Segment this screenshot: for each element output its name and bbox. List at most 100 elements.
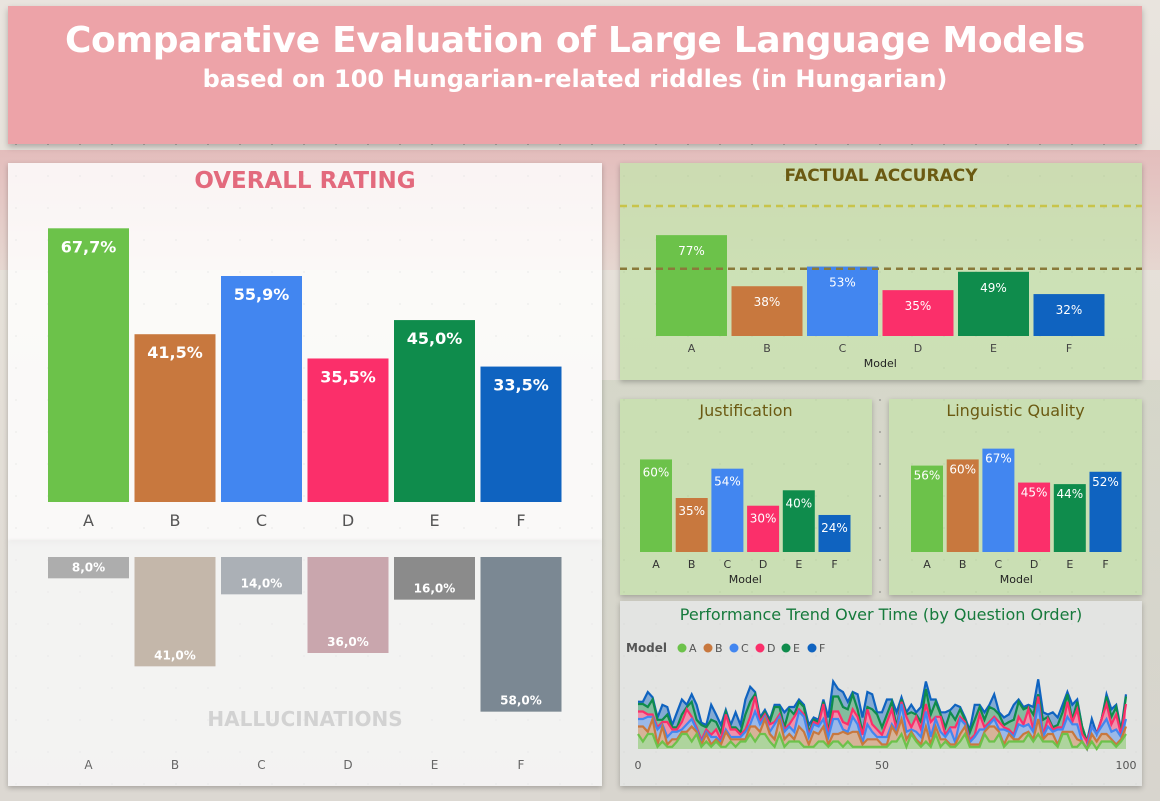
bar-F <box>818 514 851 552</box>
data-label-F: 32% <box>1056 303 1083 317</box>
legend-label-F: F <box>819 642 825 655</box>
performance-trend-panel[interactable]: Performance Trend Over Time (by Question… <box>620 601 1142 786</box>
factual-accuracy-chart: 77% A 38% B 53% C 35% D 49% E 32% F Model <box>620 204 1142 370</box>
tick-label-E: E <box>1066 558 1073 571</box>
data-label-E: 44% <box>1056 487 1083 501</box>
bar-A <box>640 459 672 552</box>
tick-label-A: A <box>688 342 696 355</box>
legend-label-A: A <box>689 642 697 655</box>
hallucination-tick-B: B <box>171 758 179 772</box>
data-label-B: 60% <box>949 462 976 476</box>
line-series-C <box>638 703 1128 752</box>
tick-label-E: E <box>990 342 997 355</box>
bar-D <box>1018 482 1051 552</box>
line-series-B <box>638 714 1128 752</box>
legend-label-B: B <box>715 642 723 655</box>
hallucination-bar-A <box>48 557 129 579</box>
tick-label-C: C <box>995 558 1003 571</box>
data-label-E: 45,0% <box>407 329 463 348</box>
bar-F <box>1033 294 1105 336</box>
hallucination-bar-C <box>221 557 302 595</box>
legend-dot-B <box>703 643 713 653</box>
tick-label-E: E <box>795 558 802 571</box>
bar-C <box>807 266 878 336</box>
linguistic-quality-panel[interactable]: Linguistic Quality 56% A 60% B 67% C 45% D 44% E 5… <box>889 399 1142 595</box>
bar-A <box>911 465 943 552</box>
data-label-C: 67% <box>985 452 1012 466</box>
bar-B <box>946 459 979 552</box>
linguistic-quality-chart: 56% A 60% B 67% C 45% D 44% E 52% F Model <box>911 448 1122 586</box>
data-label-E: 40% <box>785 496 812 510</box>
tick-label-B: B <box>959 558 967 571</box>
hallucination-label-C: 14,0% <box>241 576 283 590</box>
data-label-B: 35% <box>678 504 705 518</box>
page-subtitle: based on 100 Hungarian-related riddles (… <box>202 65 948 93</box>
justification-panel[interactable]: Justification 60% A 35% B 54% C 30% D 40% E 24% F Mo… <box>620 399 872 595</box>
factual-accuracy-panel[interactable]: FACTUAL ACCURACY 77% A 38% B 53% C 35% D 49% E 32%… <box>620 163 1142 380</box>
tick-label-D: D <box>1030 558 1038 571</box>
bar-D <box>747 505 780 552</box>
data-label-A: 56% <box>914 469 941 483</box>
area-series-D <box>638 696 1126 749</box>
bar-A <box>656 235 727 336</box>
hallucination-bar-F <box>480 557 562 712</box>
hallucinations-title: HALLUCINATIONS <box>207 707 403 731</box>
hallucination-tick-F: F <box>518 758 525 772</box>
area-series-C <box>638 704 1126 749</box>
bar-B <box>731 286 803 336</box>
bar-E <box>958 271 1029 336</box>
data-label-F: 24% <box>821 521 848 535</box>
legend-label-E: E <box>793 642 800 655</box>
tick-label-F: F <box>831 558 837 571</box>
bar-D <box>307 358 389 502</box>
legend-title: Model <box>626 641 667 655</box>
tick-label-F: F <box>516 511 525 530</box>
hallucination-bar-D <box>307 557 389 653</box>
justification-title: Justification <box>699 401 793 420</box>
legend-label-D: D <box>767 642 775 655</box>
trend-tick-0: 0 <box>635 759 642 772</box>
hallucinations-panel[interactable]: 8,0% A 41,0% B 14,0% C 36,0% D 16,0% E 58,0% F HALL… <box>8 541 602 786</box>
data-label-D: 35,5% <box>320 367 376 386</box>
data-label-D: 35% <box>905 299 932 313</box>
tick-label-A: A <box>83 511 94 530</box>
bar-B <box>675 498 708 552</box>
tick-label-C: C <box>724 558 732 571</box>
justification-chart: 60% A 35% B 54% C 30% D 40% E 24% F Model <box>640 459 851 586</box>
trend-tick-50: 50 <box>875 759 889 772</box>
hallucination-tick-D: D <box>343 758 352 772</box>
tick-label-C: C <box>256 511 267 530</box>
x-axis-label: Model <box>729 573 762 586</box>
bar-E <box>1053 484 1086 552</box>
overall-rating-panel[interactable]: OVERALL RATING 67,7% A 41,5% B 55,9% C 35,5% D 4… <box>8 163 602 541</box>
line-series-F <box>637 678 1128 746</box>
hallucination-tick-C: C <box>257 758 265 772</box>
data-label-A: 60% <box>643 465 670 479</box>
bar-C <box>221 276 302 502</box>
data-label-A: 67,7% <box>61 237 117 256</box>
hallucination-tick-A: A <box>84 758 93 772</box>
trend-tick-100: 100 <box>1116 759 1137 772</box>
tick-label-D: D <box>342 511 354 530</box>
area-series-E <box>638 689 1126 742</box>
bar-E <box>782 490 815 552</box>
hallucination-bar-B <box>134 557 216 667</box>
tick-label-E: E <box>429 511 439 530</box>
data-label-C: 55,9% <box>234 285 290 304</box>
x-axis-label: Model <box>1000 573 1033 586</box>
data-label-B: 38% <box>754 295 781 309</box>
bar-B <box>134 334 216 502</box>
tick-label-B: B <box>688 558 696 571</box>
legend-dot-C <box>729 643 739 653</box>
hallucination-label-E: 16,0% <box>414 582 456 596</box>
tick-label-F: F <box>1102 558 1108 571</box>
data-label-C: 54% <box>714 475 741 489</box>
factual-accuracy-title: FACTUAL ACCURACY <box>784 166 978 186</box>
bar-D <box>882 290 954 336</box>
hallucination-label-A: 8,0% <box>72 560 105 574</box>
hallucination-label-B: 41,0% <box>154 648 196 662</box>
hallucination-label-D: 36,0% <box>327 635 369 649</box>
bar-C <box>982 448 1015 552</box>
performance-trend-chart: Model A B C D E F 0 50 100 <box>626 641 1137 772</box>
page-title: Comparative Evaluation of Large Language… <box>64 20 1086 61</box>
